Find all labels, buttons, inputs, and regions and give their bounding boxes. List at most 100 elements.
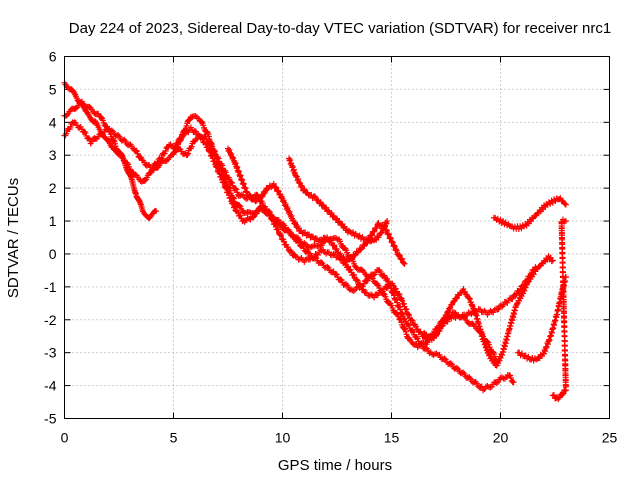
data-point <box>311 236 318 243</box>
data-point <box>337 276 344 283</box>
data-point <box>272 183 279 190</box>
data-point <box>303 232 310 239</box>
data-point <box>401 260 408 267</box>
data-point <box>295 179 302 186</box>
data-point <box>222 169 229 176</box>
data-point <box>354 277 361 284</box>
data-point <box>192 128 199 135</box>
data-point <box>305 249 312 256</box>
data-point <box>522 352 529 359</box>
data-point <box>229 200 236 207</box>
data-point <box>312 193 319 200</box>
data-point <box>389 238 396 245</box>
data-point <box>405 312 412 319</box>
y-tick-label: -2 <box>44 312 57 328</box>
data-point <box>550 392 557 399</box>
data-point <box>440 317 447 324</box>
data-point <box>207 149 214 156</box>
data-point <box>134 150 141 157</box>
y-tick-label: -4 <box>44 378 57 394</box>
data-point <box>340 253 347 260</box>
data-point <box>389 239 396 246</box>
data-point <box>286 228 293 235</box>
data-point <box>253 197 260 204</box>
data-point <box>227 195 234 202</box>
data-point <box>318 259 325 266</box>
data-point <box>315 251 322 258</box>
data-point <box>399 297 406 304</box>
plot-frame <box>64 56 610 419</box>
y-tick-labels: -5 -4 -3 -2 -1 0 1 2 3 4 5 6 <box>44 49 57 427</box>
y-tick-label: -1 <box>44 279 57 295</box>
x-tick-label: 0 <box>61 430 69 446</box>
data-point <box>236 202 243 209</box>
data-point <box>438 323 445 330</box>
data-point <box>226 147 233 154</box>
data-point <box>207 142 214 149</box>
data-point <box>295 176 302 183</box>
data-point <box>141 177 148 184</box>
data-point <box>351 272 358 278</box>
data-point <box>496 357 503 364</box>
y-tick-label: 3 <box>49 147 57 163</box>
data-point <box>418 340 425 347</box>
data-point <box>499 352 506 359</box>
data-point <box>375 219 382 226</box>
data-point <box>507 374 514 381</box>
data-point <box>249 214 256 221</box>
data-point <box>230 154 237 161</box>
data-point <box>325 207 332 214</box>
data-point <box>308 192 315 199</box>
data-point <box>213 163 220 170</box>
data-point <box>521 287 528 294</box>
data-point <box>220 178 227 185</box>
data-point <box>174 140 181 147</box>
chart-title: Day 224 of 2023, Sidereal Day-to-day VTE… <box>69 20 611 37</box>
data-point <box>390 282 397 289</box>
data-point <box>313 235 320 242</box>
data-point <box>267 211 274 218</box>
data-point <box>396 252 403 259</box>
data-point <box>461 370 468 377</box>
data-point <box>393 247 400 254</box>
data-point <box>422 344 429 351</box>
data-point <box>292 172 299 179</box>
x-tick-label: 5 <box>170 430 178 446</box>
data-point <box>439 320 446 327</box>
data-point <box>364 239 371 246</box>
data-point <box>379 288 386 295</box>
data-point <box>228 178 235 185</box>
data-point <box>186 116 193 123</box>
data-point <box>515 226 522 233</box>
data-point <box>453 295 460 302</box>
data-point <box>301 186 308 193</box>
data-point <box>317 199 324 206</box>
data-point <box>211 158 218 165</box>
y-tick-label: -5 <box>44 411 57 427</box>
y-axis-label: SDTVAR / TECUs <box>5 178 22 298</box>
data-point <box>246 192 253 199</box>
data-point <box>392 285 399 292</box>
data-point <box>281 202 288 209</box>
data-point <box>526 355 533 362</box>
data-point <box>228 179 235 186</box>
y-tick-label: 6 <box>49 49 57 65</box>
data-point <box>225 189 232 196</box>
data-point <box>198 118 205 125</box>
data-point <box>288 212 295 219</box>
data-point <box>387 234 394 241</box>
series-track-8 <box>490 195 569 233</box>
data-point <box>229 199 236 206</box>
data-point <box>82 130 89 137</box>
data-point <box>133 147 140 154</box>
data-point <box>509 295 516 302</box>
data-series <box>61 79 569 402</box>
data-point <box>259 200 266 207</box>
data-point <box>518 293 525 300</box>
data-point <box>324 263 331 270</box>
data-point <box>233 186 240 193</box>
data-point <box>344 282 351 289</box>
data-point <box>524 279 531 286</box>
data-point <box>230 201 237 208</box>
data-point <box>391 242 398 249</box>
